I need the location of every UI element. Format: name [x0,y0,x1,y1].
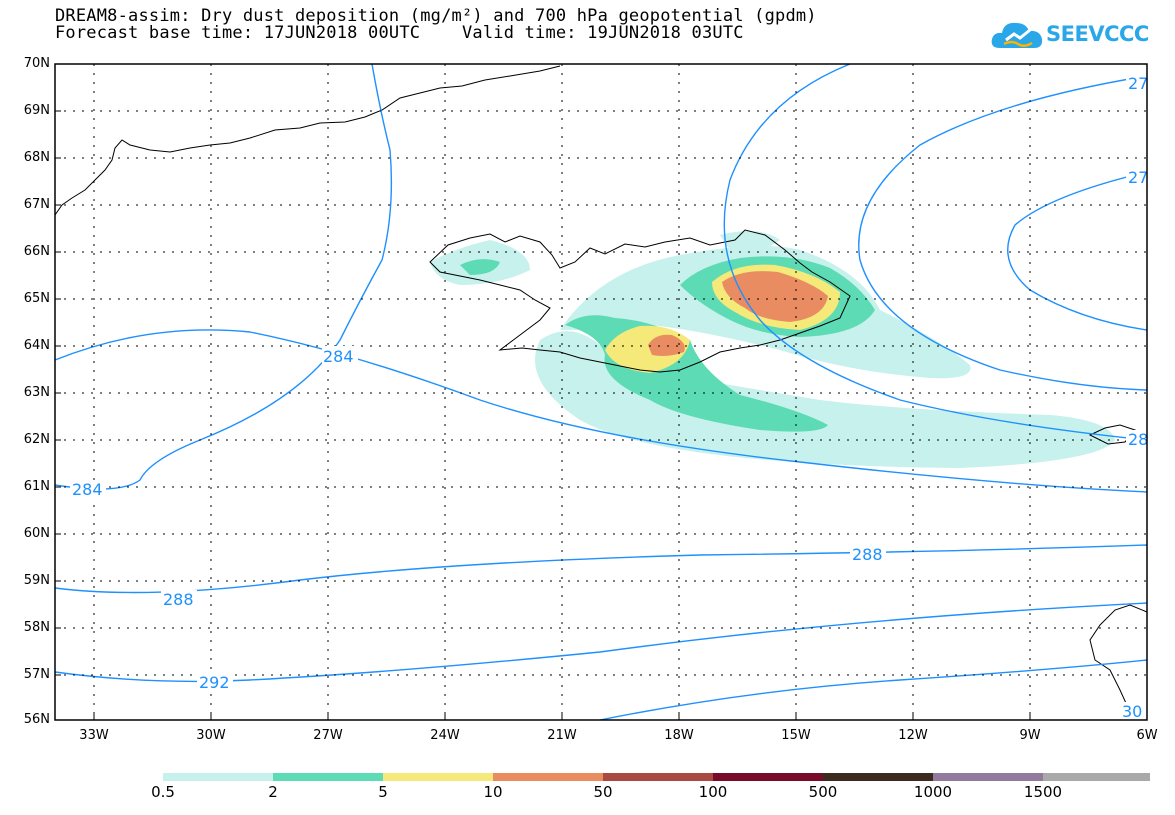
lat-label: 57N [23,667,50,682]
contour-292 [55,602,1147,683]
lat-label: 60N [23,526,50,541]
seevccc-logo: SEEVCCC [990,18,1149,58]
lat-label: 65N [23,291,50,306]
lat-label: 70N [23,56,50,71]
colorbar-label: 0.5 [151,783,175,801]
logo-text: SEEVCCC [1046,22,1149,46]
colorbar-swatch [273,773,383,781]
contour-labels: 284 284 288 288 292 27 27 28 30 [70,74,1148,721]
axis-ticks [55,63,1148,721]
colorbar-swatch [713,773,823,781]
lon-label: 9W [1019,728,1041,743]
contour-label: 284 [323,347,354,366]
lat-label: 68N [23,150,50,165]
lat-label: 58N [23,620,50,635]
contour-276-inner [1007,171,1147,331]
lat-label: 67N [23,197,50,212]
contour-280 [723,64,1147,441]
latitude-gridlines [55,110,1147,676]
lon-label: 18W [664,728,694,743]
cloud-icon [991,22,1043,48]
colorbar-swatch [493,773,603,781]
colorbar-label: 100 [698,783,728,801]
colorbar-swatch [383,773,493,781]
longitude-gridlines [93,64,1031,720]
lon-label: 12W [898,728,928,743]
colorbar-swatch [603,773,713,781]
lon-label: 6W [1136,728,1158,743]
contour-label: 284 [72,480,103,499]
map-title: DREAM8-assim: Dry dust deposition (mg/m²… [55,6,817,26]
contour-276-outer [858,75,1147,391]
colorbar-swatch [933,773,1043,781]
contour-label: 28 [1128,430,1148,449]
lat-label: 62N [23,432,50,447]
contour-label: 27 [1128,168,1148,187]
dust-band-10 [648,271,828,356]
lon-label: 33W [79,728,109,743]
colorbar-label: 500 [808,783,838,801]
contour-label: 288 [163,590,194,609]
map-frame [54,63,1148,721]
colorbar-swatch [1043,773,1150,781]
colorbar-label: 5 [378,783,388,801]
colorbar-label: 2 [268,783,278,801]
colorbar-label: 10 [483,783,503,801]
lon-label: 21W [547,728,577,743]
lat-label: 69N [23,103,50,118]
lat-label: 63N [23,385,50,400]
lat-label: 56N [23,712,50,727]
lon-label: 27W [313,728,343,743]
lon-label: 15W [781,728,811,743]
contour-label: 30 [1122,702,1142,721]
forecast-times: Forecast base time: 17JUN2018 00UTC Vali… [55,23,744,43]
contour-label: 27 [1128,74,1148,93]
colorbar-label: 1500 [1023,783,1063,801]
contour-296 [599,659,1147,720]
lon-label: 24W [430,728,460,743]
lat-label: 66N [23,244,50,259]
lat-label: 64N [23,338,50,353]
contour-label: 288 [852,545,883,564]
colorbar-swatch [823,773,933,781]
lat-label: 61N [23,479,50,494]
contour-284-main [55,329,1147,493]
iceland-coastline [429,229,851,373]
contour-284-west [55,64,393,490]
colorbar-label: 1000 [913,783,953,801]
lat-label: 59N [23,573,50,588]
colorbar-label: 50 [593,783,613,801]
colorbar-swatch [163,773,273,781]
contour-label: 292 [199,673,230,692]
lon-label: 30W [196,728,226,743]
greenland-coastline [55,65,561,216]
